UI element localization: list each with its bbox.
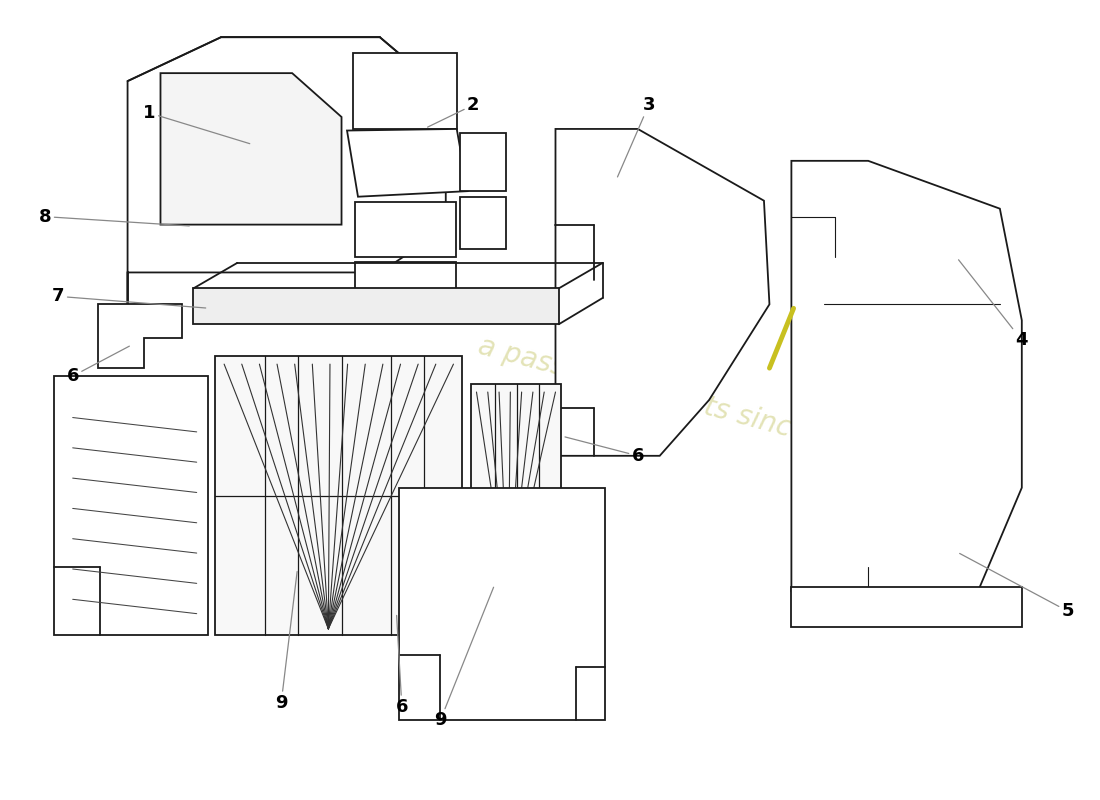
Polygon shape (161, 73, 341, 225)
Polygon shape (460, 133, 506, 191)
Text: eu: eu (560, 175, 759, 338)
Polygon shape (352, 54, 456, 129)
Text: 7: 7 (52, 287, 206, 308)
Text: 9: 9 (275, 571, 297, 712)
Text: 9: 9 (434, 587, 494, 730)
Text: 6: 6 (396, 615, 408, 716)
Text: 3: 3 (617, 96, 654, 177)
Text: 4: 4 (958, 260, 1028, 350)
Text: 1: 1 (143, 104, 250, 144)
Polygon shape (791, 161, 1022, 623)
Polygon shape (346, 129, 468, 197)
Text: 8: 8 (39, 208, 189, 226)
Text: a passion for parts since 1985: a passion for parts since 1985 (475, 332, 888, 468)
Text: 6: 6 (66, 346, 130, 385)
Text: 5: 5 (959, 554, 1074, 620)
Polygon shape (791, 587, 1022, 627)
Polygon shape (460, 197, 506, 249)
Text: 6: 6 (565, 437, 643, 465)
Polygon shape (128, 38, 446, 324)
Polygon shape (216, 356, 462, 635)
Polygon shape (471, 384, 561, 607)
Polygon shape (194, 288, 559, 324)
Polygon shape (354, 262, 455, 312)
Polygon shape (98, 304, 183, 368)
Polygon shape (54, 376, 208, 635)
Text: 2: 2 (428, 96, 480, 127)
Polygon shape (354, 202, 455, 257)
Polygon shape (556, 129, 769, 456)
Polygon shape (398, 488, 605, 721)
